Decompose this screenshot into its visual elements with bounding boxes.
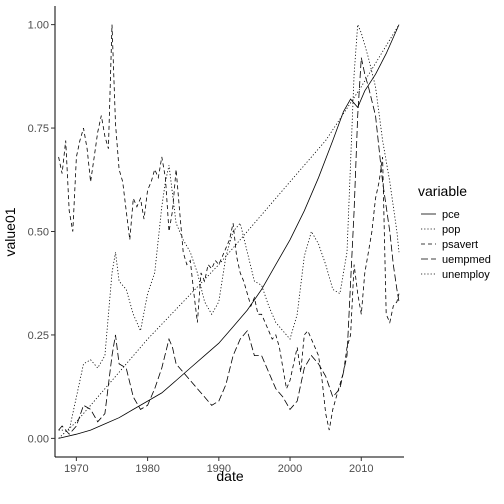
legend-label-unemploy: unemploy: [442, 269, 490, 281]
x-tick-label: 1970: [64, 463, 88, 475]
y-tick-label: 0.75: [28, 123, 49, 135]
x-tick-label: 1990: [207, 463, 231, 475]
x-tick-label: 2010: [349, 463, 373, 475]
y-axis-title: value01: [2, 207, 18, 256]
y-tick-label: 0.25: [28, 330, 49, 342]
series-line-uempmed: [58, 57, 400, 435]
series-line-unemploy: [58, 24, 400, 431]
legend-label-psavert: psavert: [442, 239, 478, 251]
y-axis-ticks: 0.00 0.25 0.50 0.75 1.00: [28, 20, 55, 445]
y-tick-label: 0.50: [28, 227, 49, 239]
series-line-pce: [58, 24, 400, 439]
legend-title: variable: [418, 183, 467, 199]
y-tick-label: 0.00: [28, 433, 49, 445]
plot-area: [58, 24, 400, 439]
legend: variable pce pop psavert uempmed unemploy: [418, 183, 491, 281]
x-tick-label: 2000: [278, 463, 302, 475]
x-axis-ticks: 1970 1980 1990 2000 2010: [64, 457, 374, 475]
series-line-psavert: [58, 24, 400, 431]
y-tick-label: 1.00: [28, 20, 49, 32]
x-tick-label: 1980: [135, 463, 159, 475]
legend-label-pce: pce: [442, 209, 460, 221]
x-axis-title: date: [216, 468, 243, 484]
legend-label-pop: pop: [442, 224, 460, 236]
legend-label-uempmed: uempmed: [442, 254, 491, 266]
